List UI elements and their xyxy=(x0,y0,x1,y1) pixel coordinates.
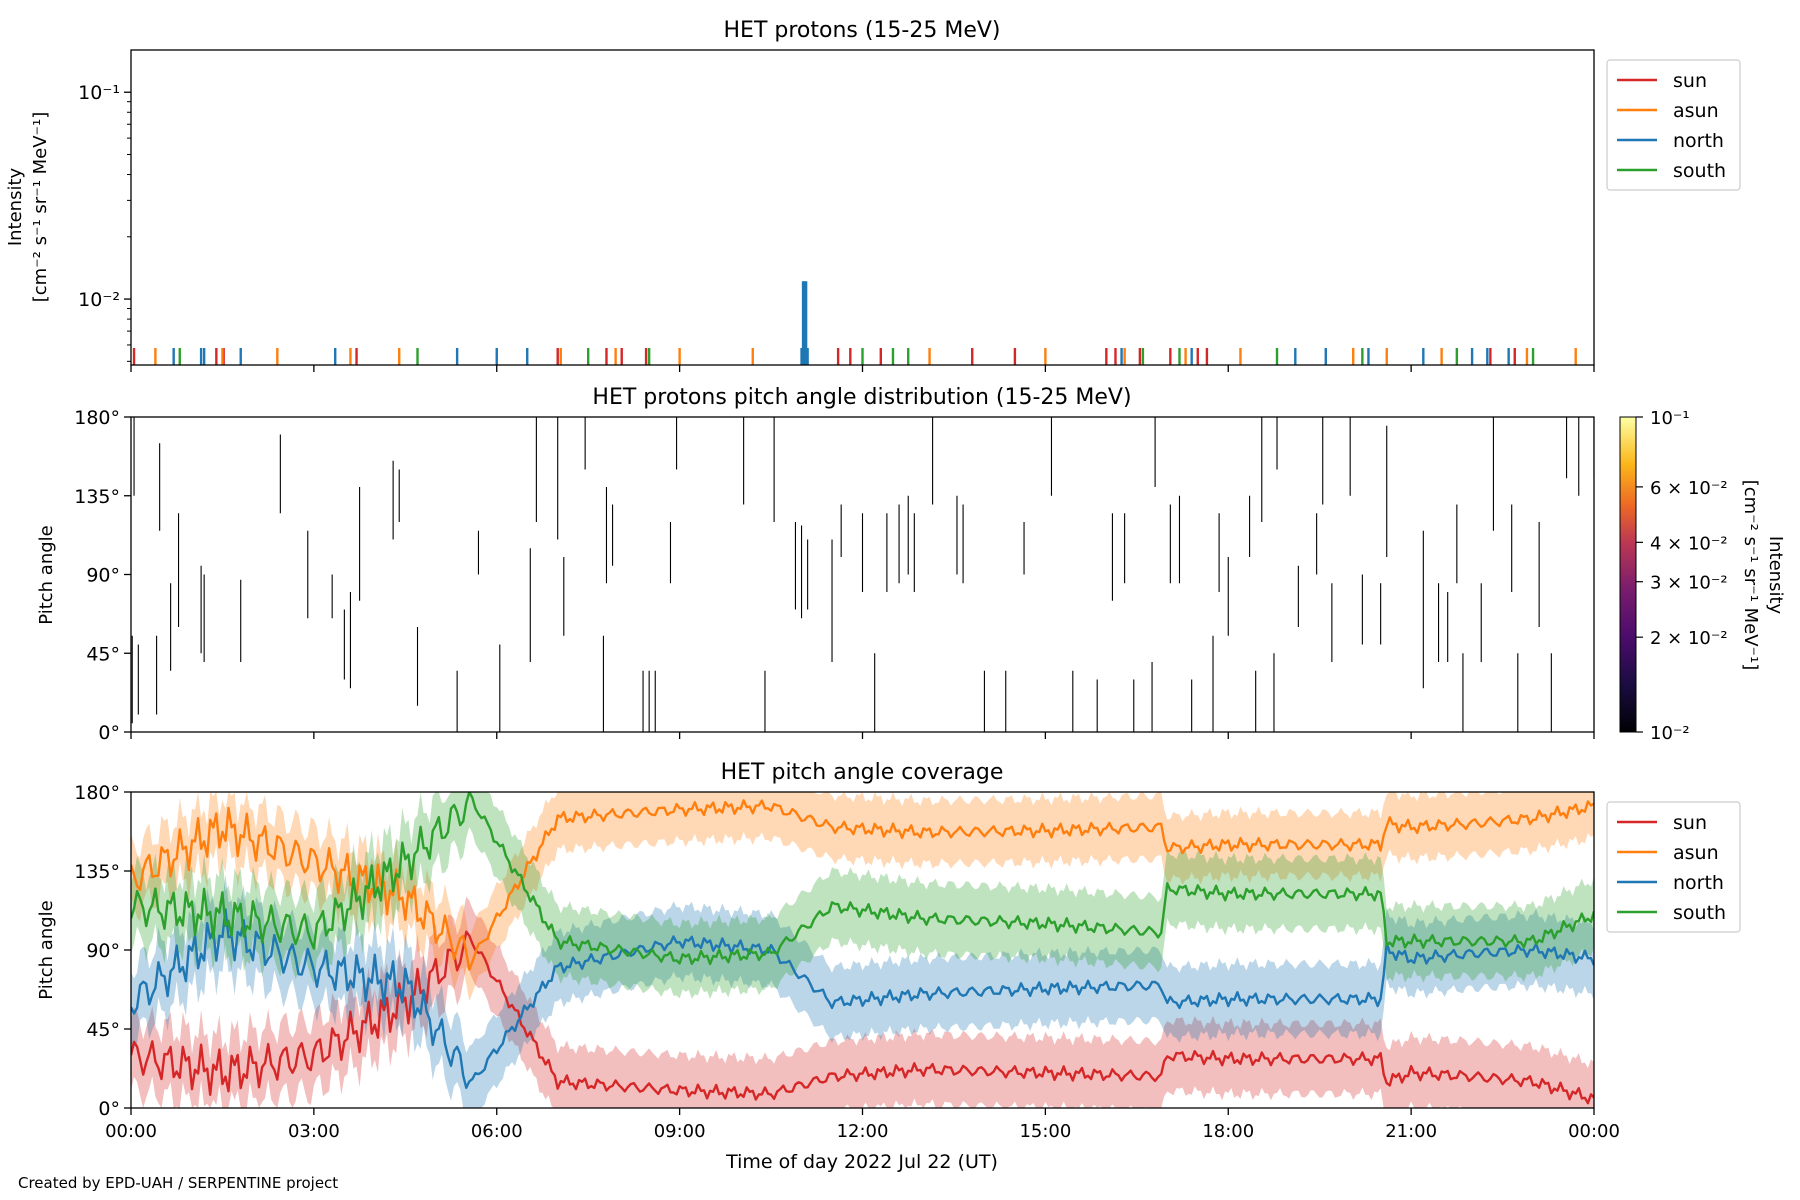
legend-box xyxy=(1606,59,1741,191)
legend-label-south: south xyxy=(1673,902,1726,924)
y-axis-label-line1: Intensity xyxy=(5,167,26,246)
panel-title: HET pitch angle coverage xyxy=(721,760,1004,785)
y-axis: 0° 45° 90° 135° 180° xyxy=(74,782,131,1120)
y-tick-label: 45° xyxy=(86,643,120,665)
legend: sun asun north south xyxy=(1606,59,1741,191)
legend-label-sun: sun xyxy=(1673,70,1707,92)
panel-title: HET protons (15-25 MeV) xyxy=(724,18,1001,43)
x-tick-label: 03:00 xyxy=(288,1121,340,1142)
x-tick-label: 12:00 xyxy=(837,1121,889,1142)
y-tick-label: 180° xyxy=(74,782,120,804)
colorbar-tick-label: 4 × 10⁻² xyxy=(1650,533,1728,554)
panel-coverage: HET pitch angle coverage 0° 45° 90° 135° 180… xyxy=(36,760,1741,1173)
y-tick-label: 10⁻¹ xyxy=(78,82,120,104)
legend-label-south: south xyxy=(1673,160,1726,182)
x-tick-label: 09:00 xyxy=(654,1121,706,1142)
legend: sun asun north south xyxy=(1606,801,1741,933)
coverage-band-sun xyxy=(131,896,1594,1108)
y-axis: 0° 45° 90° 135° 180° xyxy=(74,407,131,744)
x-tick-label: 00:00 xyxy=(105,1121,157,1142)
credit-footer: Created by EPD-UAH / SERPENTINE project xyxy=(18,1174,339,1192)
colorbar xyxy=(1619,416,1637,733)
y-tick-label: 135° xyxy=(74,486,120,508)
x-axis-ticks xyxy=(130,365,1595,372)
y-tick-label: 135° xyxy=(74,861,120,883)
x-tick-label: 15:00 xyxy=(1019,1121,1071,1142)
y-tick-label: 45° xyxy=(86,1019,120,1041)
colorbar-tick-label: 3 × 10⁻² xyxy=(1650,573,1728,594)
plot-frame xyxy=(130,49,1595,366)
x-axis: 00:00 03:00 06:00 09:00 12:00 15:00 18:00 21:00… xyxy=(105,1108,1620,1142)
x-tick-label: 06:00 xyxy=(471,1121,523,1142)
coverage-line-north xyxy=(131,908,1594,1089)
y-tick-label: 90° xyxy=(86,565,120,587)
colorbar-tick-label: 2 × 10⁻² xyxy=(1650,628,1728,649)
colorbar-label-line2: [cm⁻² s⁻¹ sr⁻¹ MeV⁻¹] xyxy=(1740,480,1761,671)
coverage-line-sun xyxy=(131,930,1594,1105)
intensity-spikes xyxy=(132,281,1577,365)
y-axis-label: Pitch angle xyxy=(36,525,57,624)
colorbar-tick-label: 6 × 10⁻² xyxy=(1650,478,1728,499)
panel-intensity: HET protons (15-25 MeV) 10⁻² 10⁻¹ Intensi… xyxy=(5,18,1741,372)
panel-title: HET protons pitch angle distribution (15… xyxy=(592,385,1131,410)
colorbar-tick-label: 10⁻¹ xyxy=(1650,408,1690,429)
colorbar-ticks: 10⁻² 2 × 10⁻² 3 × 10⁻² 4 × 10⁻² 6 × 10⁻² 10⁻¹ xyxy=(1636,408,1728,744)
x-tick-label: 00:00 xyxy=(1568,1121,1620,1142)
y-axis-label-line2: [cm⁻² s⁻¹ sr⁻¹ MeV⁻¹] xyxy=(30,112,51,303)
coverage-band-north xyxy=(131,874,1594,1108)
pad-segments xyxy=(131,417,1594,732)
y-tick-label: 0° xyxy=(98,722,120,744)
colorbar-tick-label: 10⁻² xyxy=(1650,723,1690,744)
coverage-series xyxy=(131,792,1594,1108)
y-tick-label: 0° xyxy=(98,1098,120,1120)
legend-label-north: north xyxy=(1673,872,1724,894)
panel-pad: HET protons pitch angle distribution (15… xyxy=(36,385,1786,744)
y-tick-label: 180° xyxy=(74,407,120,429)
coverage-line-south xyxy=(131,792,1594,966)
legend-label-north: north xyxy=(1673,130,1724,152)
legend-label-sun: sun xyxy=(1673,812,1707,834)
x-axis-label: Time of day 2022 Jul 22 (UT) xyxy=(725,1151,998,1173)
y-tick-label: 90° xyxy=(86,940,120,962)
y-axis-label: Pitch angle xyxy=(36,900,57,999)
y-axis: 10⁻² 10⁻¹ xyxy=(78,82,131,362)
legend-label-asun: asun xyxy=(1673,842,1719,864)
x-tick-label: 21:00 xyxy=(1385,1121,1437,1142)
x-axis-ticks xyxy=(130,732,1595,739)
legend-label-asun: asun xyxy=(1673,100,1719,122)
x-tick-label: 18:00 xyxy=(1202,1121,1254,1142)
legend-box xyxy=(1606,801,1741,933)
colorbar-label-line1: Intensity xyxy=(1765,536,1786,615)
y-tick-label: 10⁻² xyxy=(78,289,120,311)
